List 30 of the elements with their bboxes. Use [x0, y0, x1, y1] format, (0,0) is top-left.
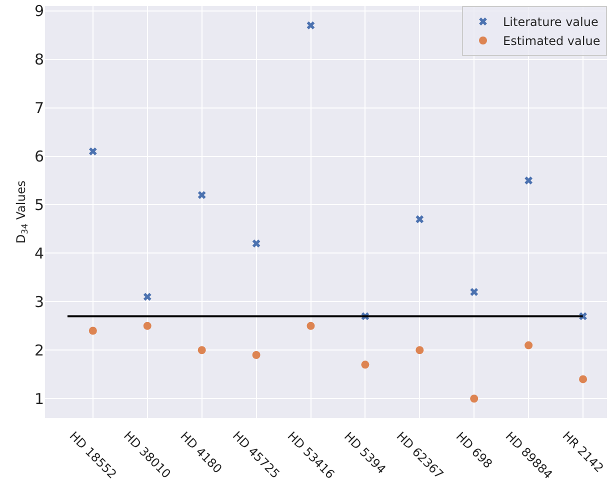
y-tick-label: 7: [34, 99, 44, 118]
y-tick-label: 4: [34, 244, 44, 262]
point: [579, 375, 588, 384]
y-tick-label: 3: [34, 292, 44, 311]
legend-label: Estimated value: [503, 34, 600, 48]
point: [306, 21, 315, 30]
y-tick-label: 8: [34, 50, 44, 69]
point: [416, 215, 424, 224]
x-tick-label: HD 698: [453, 429, 496, 472]
point: [252, 240, 260, 248]
point: [524, 176, 533, 184]
legend-label: Literature value: [503, 15, 598, 30]
point: [252, 350, 260, 359]
point: [470, 288, 478, 296]
point: [524, 341, 533, 350]
y-tick-label: 9: [34, 2, 44, 20]
point: [361, 360, 370, 369]
point: [143, 292, 152, 301]
y-tick-label: 2: [34, 341, 44, 360]
point: [88, 147, 97, 156]
point: [88, 326, 97, 335]
y-tick-label: 6: [34, 148, 44, 166]
point: [470, 394, 478, 403]
point: [198, 346, 206, 354]
point: [416, 346, 424, 354]
point: [198, 191, 206, 199]
point: [306, 322, 315, 330]
y-tick-label: 1: [34, 390, 44, 408]
point: [143, 322, 152, 330]
y-tick-label: 5: [34, 196, 44, 214]
